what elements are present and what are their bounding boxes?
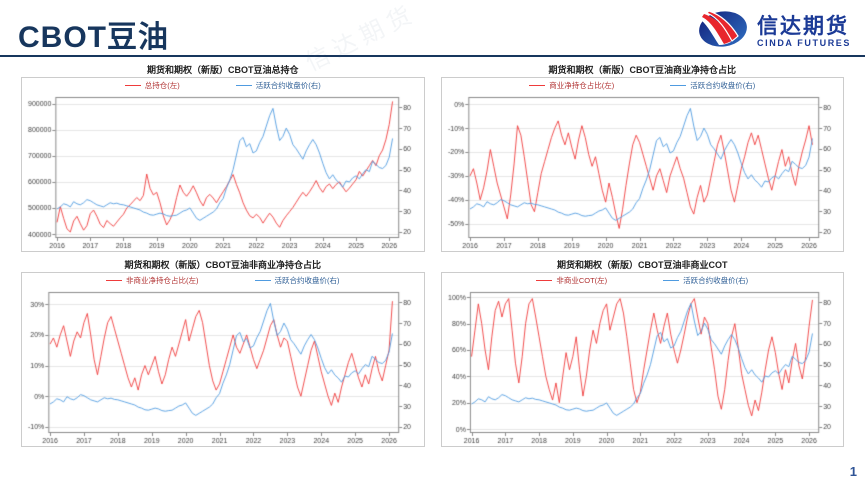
legend-label: 非商业COT(左): [556, 276, 608, 285]
company-logo: 信达期货 CINDA FUTURES: [697, 8, 851, 55]
legend-item-red: 非商业净持仓占比(左): [106, 275, 199, 286]
red-line-key-icon: [536, 280, 553, 281]
page-title: CBOT豆油: [18, 21, 169, 54]
legend-label: 活跃合约收盘价(右): [274, 276, 340, 285]
chart-title: 期货和期权（新版）CBOT豆油非商业净持仓占比: [124, 260, 322, 270]
line-chart-canvas: [441, 93, 837, 251]
chart-frame: 商业净持仓占比(左) 活跃合约收盘价(右): [440, 77, 844, 252]
chart-frame: 总持仓(左) 活跃合约收盘价(右): [21, 77, 425, 252]
blue-line-key-icon: [254, 280, 271, 281]
blue-line-key-icon: [235, 85, 252, 86]
legend-item-red: 非商业COT(左): [536, 275, 607, 286]
blue-line-key-icon: [663, 280, 680, 281]
legend-item-blue: 活跃合约收盘价(右): [663, 275, 748, 286]
line-chart-canvas: [441, 288, 837, 446]
page-header: CBOT豆油 信达期货 CINDA FUTURES: [0, 0, 865, 57]
blue-line-key-icon: [670, 85, 687, 86]
legend-label: 活跃合约收盘价(右): [683, 276, 749, 285]
chart-noncommercial-cot: 期货和期权（新版）CBOT豆油非商业COT 非商业COT(左) 活跃合约收盘价(…: [440, 259, 844, 447]
legend-item-blue: 活跃合约收盘价(右): [670, 80, 755, 91]
cinda-logo-icon: [697, 8, 749, 55]
chart-title: 期货和期权（新版）CBOT豆油总持仓: [147, 65, 299, 75]
chart-total-open-interest: 期货和期权（新版）CBOT豆油总持仓 总持仓(左) 活跃合约收盘价(右): [21, 64, 425, 252]
chart-grid: 期货和期权（新版）CBOT豆油总持仓 总持仓(左) 活跃合约收盘价(右) 期货和…: [0, 57, 865, 447]
chart-legend: 总持仓(左) 活跃合约收盘价(右): [22, 78, 424, 93]
legend-label: 总持仓(左): [144, 81, 180, 90]
chart-noncommercial-net-ratio: 期货和期权（新版）CBOT豆油非商业净持仓占比 非商业净持仓占比(左) 活跃合约…: [21, 259, 425, 447]
red-line-key-icon: [106, 280, 122, 281]
legend-label: 非商业净持仓占比(左): [126, 276, 199, 285]
chart-legend: 非商业净持仓占比(左) 活跃合约收盘价(右): [22, 273, 424, 288]
logo-name-cn: 信达期货: [757, 14, 850, 38]
legend-item-blue: 活跃合约收盘价(右): [235, 80, 321, 91]
chart-commercial-net-ratio: 期货和期权（新版）CBOT豆油商业净持仓占比 商业净持仓占比(左) 活跃合约收盘…: [440, 64, 844, 252]
chart-legend: 商业净持仓占比(左) 活跃合约收盘价(右): [442, 78, 844, 93]
line-chart-canvas: [22, 93, 417, 251]
logo-name-en: CINDA FUTURES: [757, 37, 851, 48]
line-chart-canvas: [22, 288, 417, 446]
page-number: 1: [849, 464, 857, 479]
chart-title: 期货和期权（新版）CBOT豆油商业净持仓占比: [548, 65, 737, 75]
red-line-key-icon: [124, 85, 141, 86]
chart-title: 期货和期权（新版）CBOT豆油非商业COT: [557, 260, 728, 270]
chart-frame: 非商业净持仓占比(左) 活跃合约收盘价(右): [21, 272, 425, 447]
legend-item-blue: 活跃合约收盘价(右): [254, 275, 340, 286]
red-line-key-icon: [529, 85, 546, 86]
legend-label: 活跃合约收盘价(右): [255, 81, 321, 90]
legend-item-red: 总持仓(左): [124, 80, 180, 91]
chart-legend: 非商业COT(左) 活跃合约收盘价(右): [442, 273, 844, 288]
legend-item-red: 商业净持仓占比(左): [529, 80, 614, 91]
legend-label: 商业净持仓占比(左): [549, 81, 615, 90]
chart-frame: 非商业COT(左) 活跃合约收盘价(右): [440, 272, 844, 447]
legend-label: 活跃合约收盘价(右): [690, 81, 756, 90]
